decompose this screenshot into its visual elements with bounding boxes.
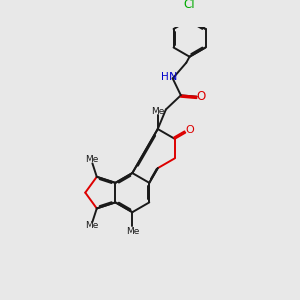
Text: Cl: Cl (184, 0, 195, 11)
Text: Me: Me (85, 155, 98, 164)
Text: Me: Me (151, 107, 164, 116)
Text: O: O (185, 125, 194, 135)
Text: N: N (169, 72, 177, 82)
Text: Me: Me (85, 221, 98, 230)
Text: H: H (161, 72, 169, 82)
Text: Me: Me (126, 227, 139, 236)
Text: O: O (196, 90, 206, 103)
